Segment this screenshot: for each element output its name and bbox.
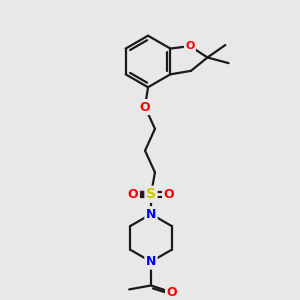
Text: O: O	[167, 286, 177, 299]
Text: O: O	[128, 188, 139, 201]
Text: O: O	[140, 100, 150, 113]
Text: N: N	[146, 208, 156, 220]
Text: O: O	[185, 41, 195, 51]
Text: S: S	[146, 187, 156, 201]
Text: O: O	[164, 188, 174, 201]
Text: N: N	[146, 255, 156, 268]
